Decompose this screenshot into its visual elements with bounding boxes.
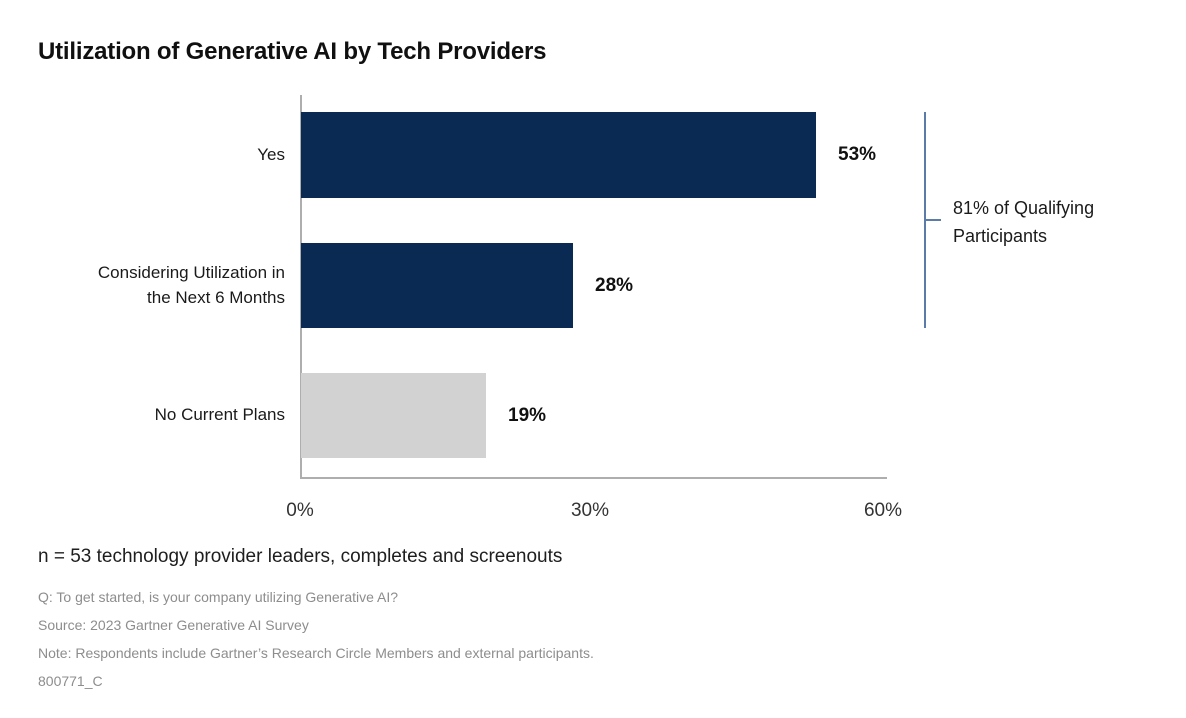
- bar-row-considering: Considering Utilization in the Next 6 Mo…: [0, 243, 1186, 328]
- x-tick-label-60: 60%: [863, 500, 903, 521]
- x-tick-label-30: 30%: [570, 500, 610, 521]
- sample-size-note: n = 53 technology provider leaders, comp…: [38, 546, 563, 567]
- category-label-considering: Considering Utilization in the Next 6 Mo…: [0, 261, 285, 310]
- value-label-yes: 53%: [838, 144, 877, 165]
- footnote-question: Q: To get started, is your company utili…: [38, 589, 399, 605]
- footnote-document-id: 800771_C: [38, 673, 103, 689]
- category-label-text: Considering Utilization in the Next 6 Mo…: [97, 262, 285, 307]
- category-label-text: No Current Plans: [154, 405, 285, 425]
- category-label-yes: Yes: [0, 143, 285, 168]
- footnote-note: Note: Respondents include Gartner’s Rese…: [38, 645, 594, 661]
- x-axis-line: [300, 477, 887, 479]
- annotation-label: 81% of Qualifying Participants: [953, 198, 1095, 246]
- x-tick-label-0: 0%: [286, 500, 314, 521]
- bar-row-no-current-plans: No Current Plans 19%: [0, 373, 1186, 458]
- annotation-bracket-tick: [924, 219, 941, 221]
- value-label-considering: 28%: [595, 274, 634, 296]
- bar-no-current-plans: [301, 373, 486, 458]
- bar-yes: [301, 112, 816, 198]
- bar-row-yes: Yes 53%: [0, 112, 1186, 198]
- bar-considering: [301, 243, 573, 328]
- chart-title: Utilization of Generative AI by Tech Pro…: [38, 38, 547, 65]
- footnote-source: Source: 2023 Gartner Generative AI Surve…: [38, 617, 309, 633]
- value-label-no-current-plans: 19%: [508, 404, 547, 426]
- category-label-text: Yes: [257, 144, 285, 164]
- category-label-no-current-plans: No Current Plans: [0, 403, 285, 428]
- footnotes: Q: To get started, is your company utili…: [38, 583, 594, 695]
